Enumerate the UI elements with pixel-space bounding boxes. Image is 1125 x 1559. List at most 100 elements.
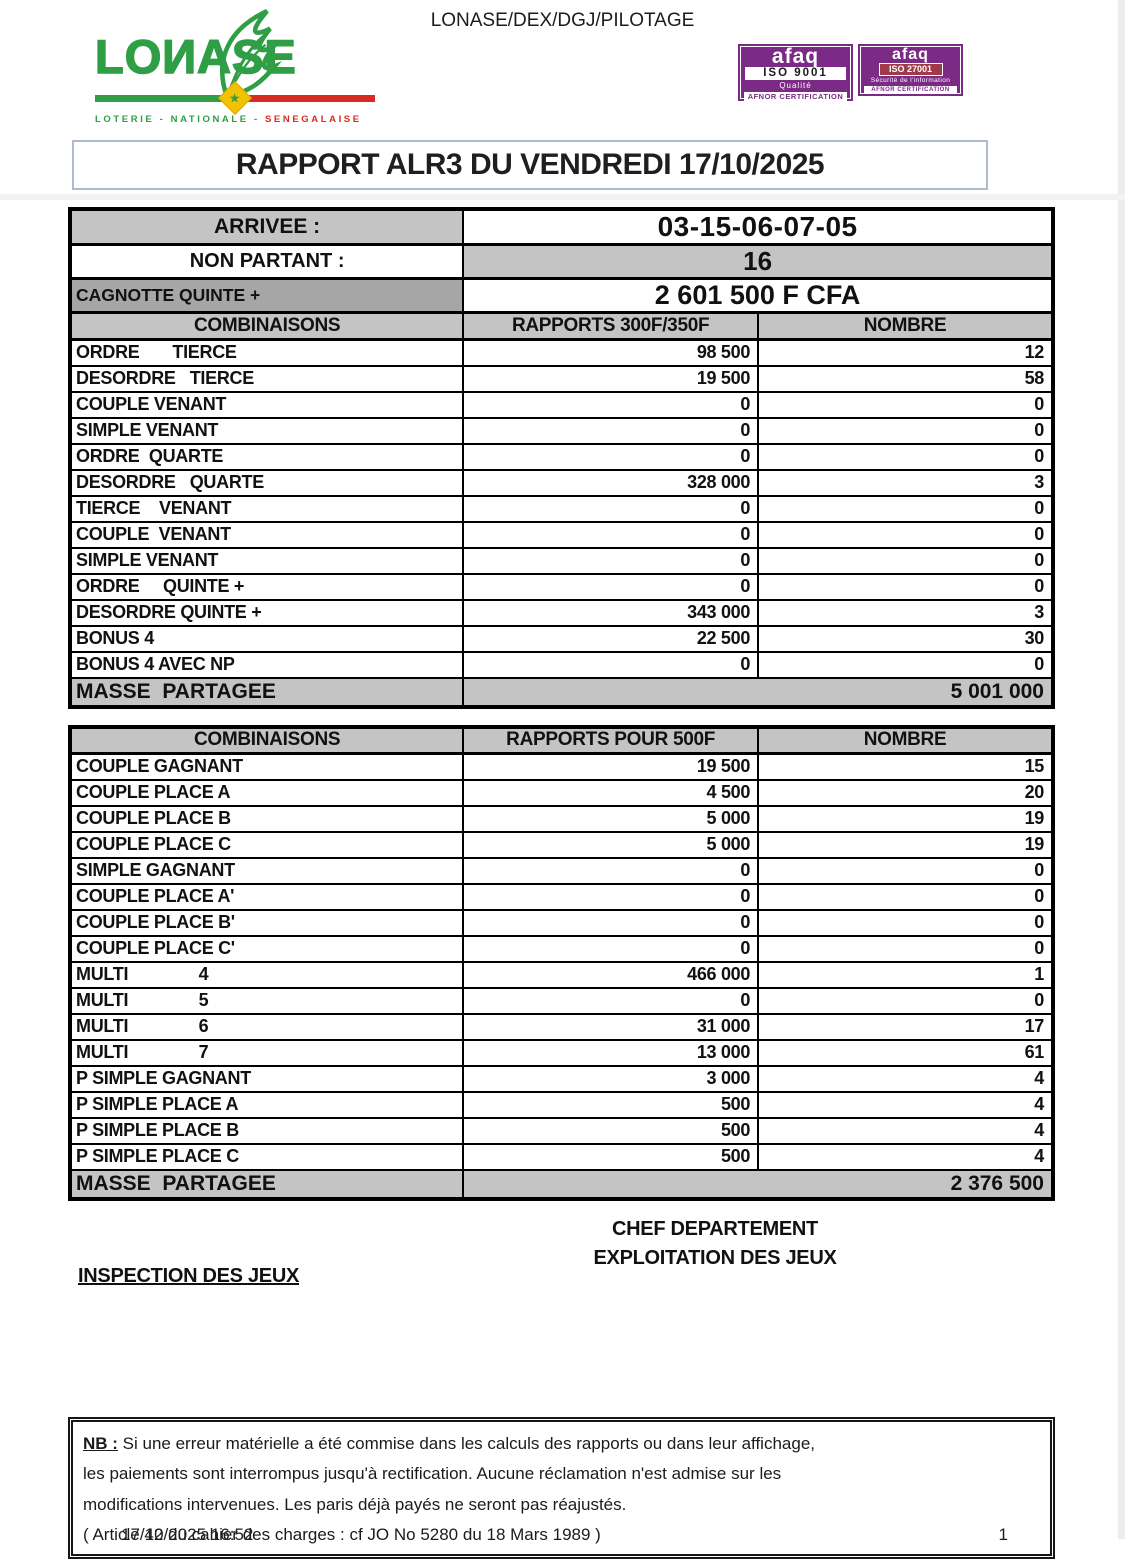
nombre-value: 61 [757, 1038, 1054, 1067]
masse-partagee-label: MASSE PARTAGEE [68, 1168, 465, 1200]
lonase-wordmark: LOИASE [94, 29, 297, 84]
nombre-value: 4 [757, 1064, 1054, 1093]
combination-label: DESORDRE TIERCE [68, 364, 465, 393]
table-row: DESORDRE QUARTE 328 000 3 [68, 468, 1054, 497]
scan-artifact-strip [0, 194, 1125, 200]
table-row: COUPLE VENANT 0 0 [68, 520, 1054, 549]
rapport-value: 328 000 [462, 468, 760, 497]
table-row: ORDRE TIERCE 98 500 12 [68, 338, 1054, 367]
chef-line2: EXPLOITATION DES JEUX [593, 1246, 837, 1269]
rapport-value: 0 [462, 934, 760, 963]
cagnotte-label: CAGNOTTE QUINTE + [68, 277, 465, 314]
masse-partagee-value: 5 001 000 [462, 676, 1054, 708]
table-row: COUPLE VENANT 0 0 [68, 390, 1054, 419]
nombre-value: 4 [757, 1090, 1054, 1119]
rapport-value: 5 000 [462, 804, 760, 833]
column-header-combinaisons: COMBINAISONS [68, 725, 465, 755]
combination-label: COUPLE VENANT [68, 520, 465, 549]
nombre-value: 0 [757, 546, 1054, 575]
nb-line3: modifications intervenues. Les paris déj… [83, 1494, 627, 1514]
column-header-nombre: NOMBRE [757, 725, 1054, 755]
combination-label: COUPLE PLACE C [68, 830, 465, 859]
table-row: P SIMPLE GAGNANT 3 000 4 [68, 1064, 1054, 1093]
table-row: COUPLE PLACE B' 0 0 [68, 908, 1054, 937]
scan-edge [1118, 0, 1125, 1539]
combination-label: TIERCE VENANT [68, 494, 465, 523]
cagnotte-row: CAGNOTTE QUINTE + 2 601 500 F CFA [68, 277, 1054, 314]
arrivee-row: ARRIVEE : 03-15-06-07-05 [68, 208, 1054, 246]
afnor-footer: AFNOR CERTIFICATION [864, 86, 957, 94]
star-diamond-icon: ★ [218, 81, 252, 115]
nb-line1: NB : Si une erreur matérielle a été comm… [83, 1433, 816, 1453]
combination-label: MULTI 7 [68, 1038, 465, 1067]
arrivee-label: ARRIVEE : [68, 208, 465, 246]
table-row: COUPLE PLACE A' 0 0 [68, 882, 1054, 911]
red-bar [245, 94, 375, 102]
combination-label: BONUS 4 [68, 624, 465, 653]
certification-badges: afaq ISO 9001 Qualité AFNOR CERTIFICATIO… [738, 44, 963, 101]
nombre-value: 0 [757, 494, 1054, 523]
combination-label: COUPLE PLACE A [68, 778, 465, 807]
rapport-value: 31 000 [462, 1012, 760, 1041]
non-partant-value: 16 [462, 243, 1054, 280]
nombre-value: 0 [757, 882, 1054, 911]
table-row: ORDRE QUARTE 0 0 [68, 442, 1054, 471]
masse-partagee-row: MASSE PARTAGEE 5 001 000 [68, 676, 1054, 708]
table-row: DESORDRE TIERCE 19 500 58 [68, 364, 1054, 393]
nombre-value: 19 [757, 804, 1054, 833]
signature-area: CHEF DEPARTEMENT EXPLOITATION DES JEUX I… [0, 1213, 1125, 1301]
nombre-value: 0 [757, 856, 1054, 885]
nombre-value: 0 [757, 520, 1054, 549]
document-reference: LONASE/DEX/DGJ/PILOTAGE [430, 10, 695, 31]
nombre-value: 58 [757, 364, 1054, 393]
combination-label: MULTI 4 [68, 960, 465, 989]
combination-label: COUPLE GAGNANT [68, 752, 465, 781]
combination-label: SIMPLE VENANT [68, 416, 465, 445]
nombre-value: 3 [757, 598, 1054, 627]
nb-line2: les paiements sont interrompus jusqu'à r… [83, 1464, 782, 1483]
nombre-value: 0 [757, 650, 1054, 679]
afnor-footer: AFNOR CERTIFICATION [744, 92, 847, 101]
nombre-value: 15 [757, 752, 1054, 781]
rapport-value: 13 000 [462, 1038, 760, 1067]
combination-label: COUPLE VENANT [68, 390, 465, 419]
rapport-value: 500 [462, 1142, 760, 1171]
nombre-value: 0 [757, 416, 1054, 445]
column-header-rapports: RAPPORTS POUR 500F [462, 725, 760, 755]
nombre-value: 19 [757, 830, 1054, 859]
nombre-value: 0 [757, 908, 1054, 937]
rapport-value: 3 000 [462, 1064, 760, 1093]
rapport-value: 0 [462, 520, 760, 549]
iso9001-label: ISO 9001 [745, 67, 846, 80]
rapport-value: 343 000 [462, 598, 760, 627]
rapport-value: 19 500 [462, 364, 760, 393]
chef-departement-block: CHEF DEPARTEMENT EXPLOITATION DES JEUX [555, 1215, 875, 1273]
rapport-value: 0 [462, 494, 760, 523]
rapport-value: 0 [462, 546, 760, 575]
nombre-value: 30 [757, 624, 1054, 653]
nombre-value: 0 [757, 934, 1054, 963]
table-row: SIMPLE VENANT 0 0 [68, 416, 1054, 445]
rapport-value: 500 [462, 1116, 760, 1145]
green-bar [95, 94, 225, 102]
rapport-value: 0 [462, 908, 760, 937]
nombre-value: 0 [757, 986, 1054, 1015]
document-header: LONASE/DEX/DGJ/PILOTAGE LOИASE ★ LOTERIE… [0, 0, 1125, 132]
rapports-300f-table: ARRIVEE : 03-15-06-07-05 NON PARTANT : 1… [68, 207, 1055, 709]
nombre-value: 4 [757, 1116, 1054, 1145]
arrivee-value: 03-15-06-07-05 [462, 208, 1054, 246]
combination-label: ORDRE QUARTE [68, 442, 465, 471]
rapport-value: 5 000 [462, 830, 760, 859]
iso27001-label: ISO 27001 [878, 63, 943, 76]
inspection-des-jeux-label: INSPECTION DES JEUX [78, 1264, 300, 1287]
badge-subtitle: Sécurité de l'information [870, 77, 951, 84]
table-row: P SIMPLE PLACE A 500 4 [68, 1090, 1054, 1119]
nombre-value: 1 [757, 960, 1054, 989]
rapport-value: 0 [462, 882, 760, 911]
combination-label: DESORDRE QUINTE + [68, 598, 465, 627]
column-header-rapports: RAPPORTS 300F/350F [462, 311, 760, 341]
rapports-500f-table: COMBINAISONS RAPPORTS POUR 500F NOMBRE C… [68, 724, 1055, 1201]
combination-label: P SIMPLE GAGNANT [68, 1064, 465, 1093]
combination-label: ORDRE QUINTE + [68, 572, 465, 601]
